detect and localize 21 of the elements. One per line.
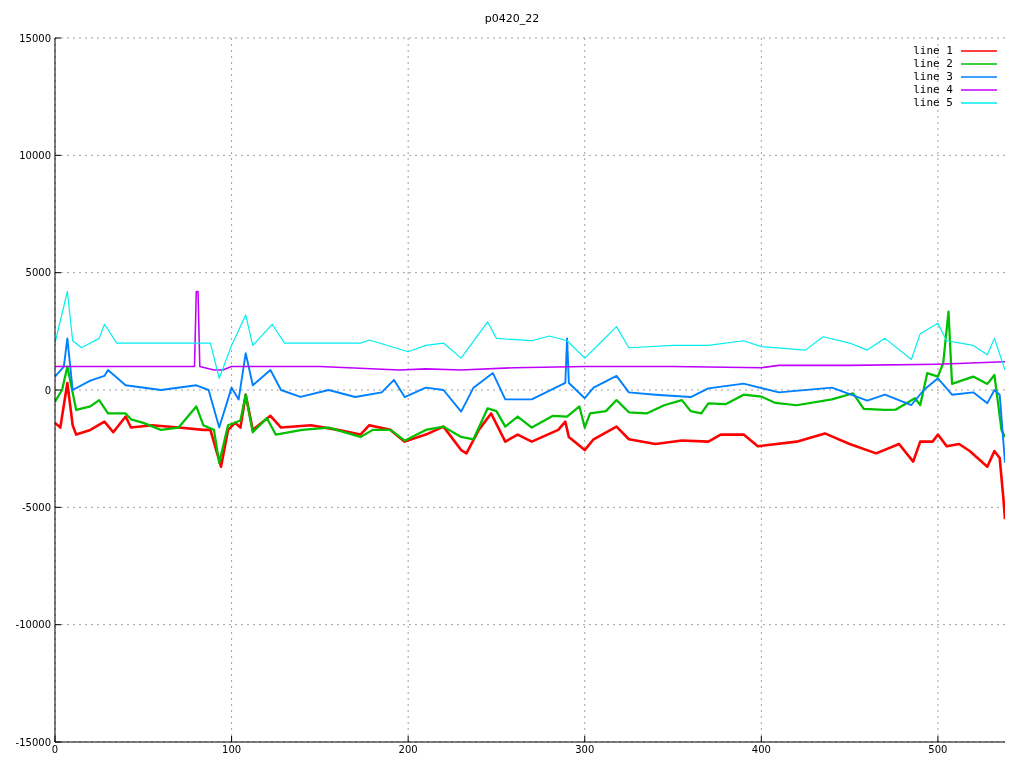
legend-label: line 2 [913,57,953,70]
y-tick-label: -5000 [21,501,51,513]
y-tick-label: -10000 [15,619,51,631]
x-tick-label: 400 [751,744,771,756]
y-tick-label: -15000 [15,736,51,748]
y-tick-label: 0 [44,384,51,396]
x-tick-label: 0 [51,744,59,756]
x-tick-label: 200 [398,744,418,756]
chart-title: p0420_22 [483,12,541,25]
x-tick-label: 300 [575,744,595,756]
y-tick-label: 15000 [19,32,51,44]
y-tick-label: 10000 [19,149,51,161]
x-tick-label: 500 [928,744,948,756]
y-tick-label: 5000 [25,267,51,279]
legend-label: line 5 [913,96,953,109]
line-series [55,310,1005,464]
line-series [55,337,1005,464]
legend-label: line 3 [913,70,953,83]
legend-label: line 1 [913,44,953,57]
legend-label: line 4 [913,83,953,96]
x-tick-label: 100 [222,744,242,756]
